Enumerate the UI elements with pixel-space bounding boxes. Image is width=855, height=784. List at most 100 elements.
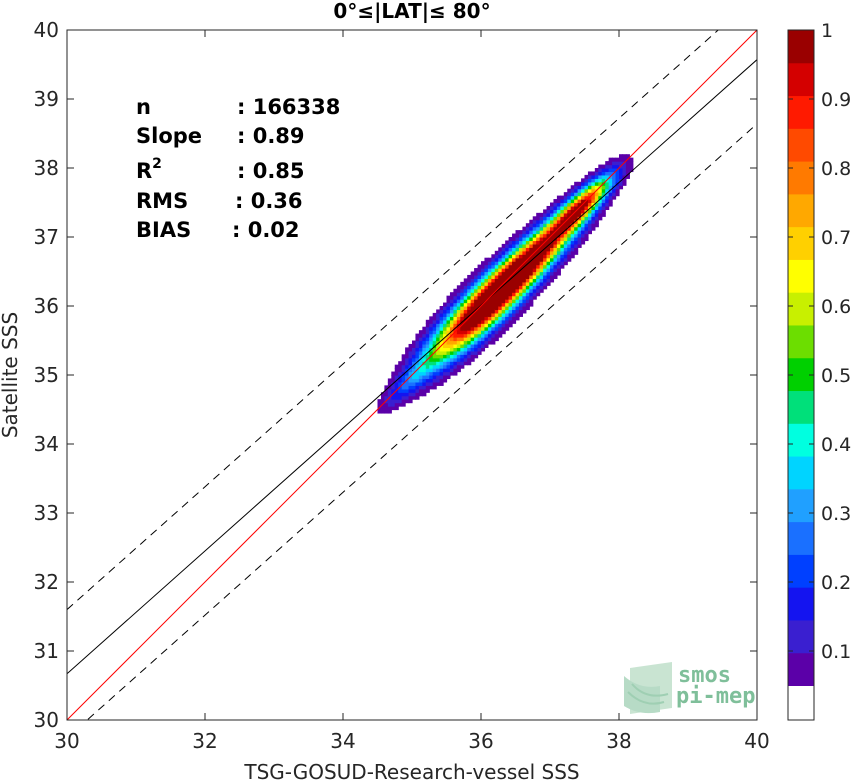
density-cell (605, 195, 610, 200)
density-cell (436, 350, 441, 355)
density-cell (481, 264, 486, 269)
density-cell (567, 192, 572, 197)
density-cell (567, 202, 572, 207)
density-cell (570, 185, 575, 190)
density-cell (429, 343, 434, 348)
density-cell (570, 202, 575, 207)
density-cell (515, 264, 520, 269)
density-cell (563, 243, 568, 248)
density-cell (387, 406, 392, 411)
density-cell (556, 212, 561, 217)
density-cell (494, 316, 499, 321)
stat-n-value: : 166338 (237, 95, 340, 119)
density-cell (474, 281, 479, 286)
density-cell (529, 302, 534, 307)
density-cell (550, 205, 555, 210)
density-cell (467, 350, 472, 355)
density-cell (467, 295, 472, 300)
density-cell (539, 257, 544, 262)
density-cell (543, 261, 548, 266)
density-cell (601, 171, 606, 176)
density-cell (446, 354, 451, 359)
density-cell (432, 326, 437, 331)
density-cell (418, 330, 423, 335)
density-cell (550, 268, 555, 273)
density-cell (581, 223, 586, 228)
density-cell (556, 195, 561, 200)
density-cell (487, 309, 492, 314)
density-cell (408, 378, 413, 383)
density-cell (418, 375, 423, 380)
density-cell (512, 292, 517, 297)
density-cell (553, 226, 558, 231)
density-cell (491, 261, 496, 266)
density-cell (425, 368, 430, 373)
density-cell (453, 354, 458, 359)
density-cell (439, 357, 444, 362)
density-cell (470, 340, 475, 345)
density-cell (491, 274, 496, 279)
logo-text-pimep: pi-mep (676, 684, 755, 709)
density-cell (518, 295, 523, 300)
density-cell (601, 174, 606, 179)
density-cell (484, 281, 489, 286)
density-cell (574, 237, 579, 242)
density-cell (446, 347, 451, 352)
density-cell (394, 368, 399, 373)
density-cell (553, 250, 558, 255)
density-cell (505, 292, 510, 297)
density-cell (546, 226, 551, 231)
density-cell (470, 288, 475, 293)
density-cell (408, 357, 413, 362)
density-cell (518, 281, 523, 286)
density-cell (449, 364, 454, 369)
density-cell (453, 368, 458, 373)
density-cell (598, 174, 603, 179)
density-cell (615, 174, 620, 179)
density-cell (577, 223, 582, 228)
colorbar-segment (788, 357, 814, 392)
density-cell (560, 264, 565, 269)
density-cell (429, 361, 434, 366)
density-cell (443, 316, 448, 321)
y-tick-label: 39 (34, 87, 59, 111)
density-cell (570, 237, 575, 242)
density-cell (477, 347, 482, 352)
density-cell (501, 319, 506, 324)
density-cell (429, 337, 434, 342)
density-cell (494, 312, 499, 317)
density-cell (546, 243, 551, 248)
density-cell (570, 254, 575, 259)
density-cell (501, 288, 506, 293)
density-cell (591, 174, 596, 179)
density-cell (574, 185, 579, 190)
density-cell (553, 274, 558, 279)
density-cell (594, 205, 599, 210)
density-cell (525, 264, 530, 269)
density-cell (408, 361, 413, 366)
density-cell (560, 205, 565, 210)
density-cell (560, 243, 565, 248)
density-cell (505, 302, 510, 307)
density-cell (456, 368, 461, 373)
density-cell (515, 281, 520, 286)
density-cell (594, 219, 599, 224)
density-cell (567, 219, 572, 224)
density-cell (422, 350, 427, 355)
stat-r2-value: : 0.85 (237, 159, 305, 183)
density-cell (518, 233, 523, 238)
density-cell (474, 350, 479, 355)
density-cell (436, 330, 441, 335)
density-cell (463, 302, 468, 307)
density-cell (415, 371, 420, 376)
density-cell (477, 281, 482, 286)
density-cell (612, 157, 617, 162)
density-cell (491, 257, 496, 262)
density-cell (446, 364, 451, 369)
density-cell (470, 319, 475, 324)
density-cell (443, 364, 448, 369)
density-cell (415, 347, 420, 352)
density-cell (605, 192, 610, 197)
density-cell (508, 316, 513, 321)
density-cell (525, 233, 530, 238)
